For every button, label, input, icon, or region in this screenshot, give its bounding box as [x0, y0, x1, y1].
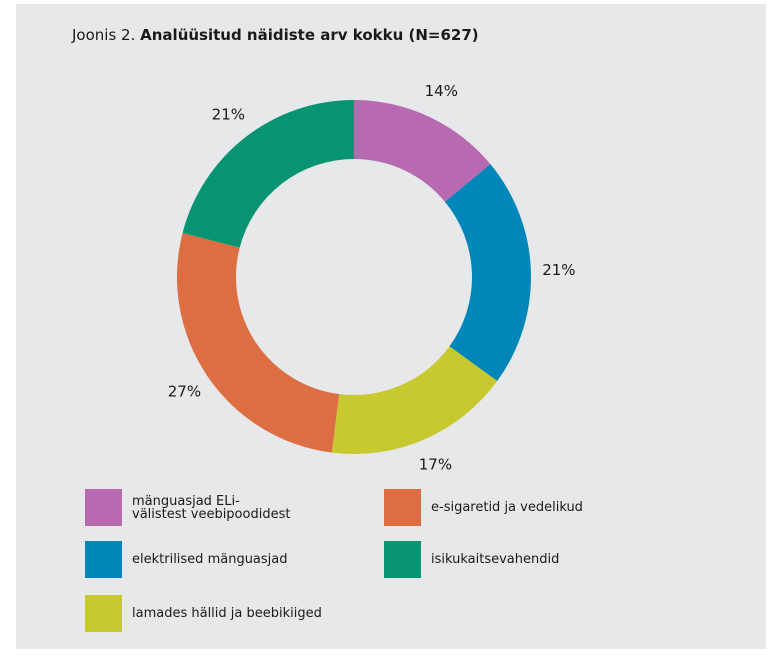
donut-slice-e-sigaretid-ja-vedelikud: [177, 232, 340, 453]
legend-swatch: [85, 541, 122, 578]
legend-label: elektrilised mänguasjad: [132, 552, 288, 567]
figure-title: Analüüsitud näidiste arv kokku (N=627): [140, 26, 479, 44]
slice-label-elektrilised-m-nguasjad: 21%: [542, 261, 575, 279]
legend-swatch: [85, 595, 122, 632]
legend-label: mänguasjad ELi- välistest veebipoodidest: [132, 493, 291, 522]
legend-label: isikukaitsevahendid: [431, 552, 560, 567]
donut-slice-lamades-h-llid-ja-beebikiiged: [331, 346, 498, 454]
legend-label: e-sigaretid ja vedelikud: [431, 500, 583, 515]
figure-number: Joonis 2.: [72, 26, 136, 44]
donut-slice-elektrilised-m-nguasjad: [444, 164, 531, 382]
legend-swatch: [384, 541, 421, 578]
chart-title: Joonis 2. Analüüsitud näidiste arv kokku…: [72, 26, 479, 44]
legend-item-electric-toys: elektrilised mänguasjad: [85, 541, 288, 578]
legend-item-ppe: isikukaitsevahendid: [384, 541, 559, 578]
legend-swatch: [384, 489, 421, 526]
slice-label-lamades-h-llid-ja-beebikiiged: 17%: [419, 456, 452, 474]
slice-label-isikukaitsevahendid: 21%: [212, 106, 245, 124]
legend-label: lamades hällid ja beebikiiged: [132, 606, 322, 621]
donut-slice-isikukaitsevahendid: [182, 100, 354, 248]
donut-slice-m-nguasjad-eli-v-listest-veebipoodidest: [354, 100, 491, 202]
legend-item-e-cigarettes: e-sigaretid ja vedelikud: [384, 489, 583, 526]
slice-label-m-nguasjad-eli-v-listest-veebipoodidest: 14%: [425, 82, 458, 100]
legend-swatch: [85, 489, 122, 526]
legend-item-online-toys: mänguasjad ELi- välistest veebipoodidest: [85, 489, 290, 526]
legend-item-cradles: lamades hällid ja beebikiiged: [85, 595, 322, 632]
slice-label-e-sigaretid-ja-vedelikud: 27%: [168, 383, 201, 401]
